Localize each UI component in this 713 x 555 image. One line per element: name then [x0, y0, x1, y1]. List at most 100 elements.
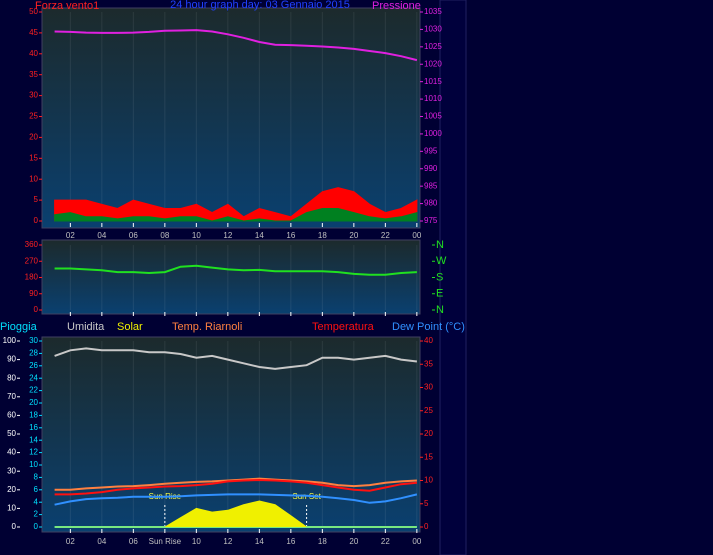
y2-tick-label: 990: [424, 164, 438, 173]
y2-tick-label: 25: [424, 406, 433, 415]
y-tick-label: 70: [7, 392, 16, 401]
y2-tick-label: 1005: [424, 112, 442, 121]
x-tick-label: 06: [129, 231, 138, 240]
line: [54, 347, 418, 370]
line: [54, 29, 418, 62]
y-tick-label: 50: [7, 429, 16, 438]
y-tick-label: 90: [7, 355, 16, 364]
x-tick-label: 22: [381, 231, 390, 240]
y-tick-label: 45: [29, 28, 38, 37]
y-tick-label: 90: [29, 289, 38, 298]
area: [54, 208, 418, 222]
y3-tick-label: 20: [29, 398, 38, 407]
y3-tick-label: 6: [34, 485, 39, 494]
y2-tick-label: E: [436, 288, 443, 300]
y2-tick-label: 1030: [424, 25, 442, 34]
x-tick-label: 20: [349, 231, 358, 240]
y-tick-label: 80: [7, 373, 16, 382]
y3-tick-label: 10: [29, 460, 38, 469]
x-tick-label: 04: [97, 537, 106, 546]
y3-tick-label: 12: [29, 448, 38, 457]
y-tick-label: 270: [25, 256, 39, 265]
x-tick-label: 18: [318, 231, 327, 240]
y-tick-label: 25: [29, 112, 38, 121]
x-tick-label: 16: [286, 231, 295, 240]
y3-tick-label: 0: [34, 522, 39, 531]
y3-tick-label: 24: [29, 373, 38, 382]
legend-entry: Pioggia: [0, 321, 38, 333]
legend-entry: Dew Point (°C): [392, 321, 465, 333]
y-tick-label: 30: [7, 466, 16, 475]
x-tick-label: 12: [223, 231, 232, 240]
y3-tick-label: 26: [29, 361, 38, 370]
x-tick-label: 06: [129, 537, 138, 546]
y2-tick-label: 1010: [424, 94, 442, 103]
y3-tick-label: 16: [29, 423, 38, 432]
y-label: Forza vento1: [35, 0, 99, 12]
x-tick-label: 22: [381, 537, 390, 546]
y2-tick-label: 1000: [424, 129, 442, 138]
x-tick-label: 20: [349, 537, 358, 546]
y2-tick-label: 5: [424, 499, 429, 508]
y-tick-label: 60: [7, 411, 16, 420]
y2-tick-label: N: [436, 304, 444, 316]
y2-tick-label: 980: [424, 199, 438, 208]
y-tick-label: 50: [29, 7, 38, 16]
y2-tick-label: W: [436, 255, 447, 267]
y-tick-label: 30: [29, 91, 38, 100]
y2-tick-label: 1035: [424, 7, 442, 16]
x-tick-label: Sun Rise: [149, 537, 182, 546]
y2-tick-label: N: [436, 239, 444, 251]
y2-tick-label: 40: [424, 336, 433, 345]
y2-tick-label: 10: [424, 476, 433, 485]
panel-wind: [41, 7, 421, 229]
line: [54, 264, 417, 276]
y-tick-label: 0: [12, 522, 17, 531]
line: [54, 493, 418, 506]
y3-tick-label: 8: [34, 473, 39, 482]
y-tick-label: 20: [29, 133, 38, 142]
x-tick-label: 02: [66, 231, 75, 240]
side-band: [439, 0, 467, 555]
y2-tick-label: 35: [424, 359, 433, 368]
y-tick-label: 20: [7, 485, 16, 494]
x-tick-label: 08: [160, 231, 169, 240]
y2-tick-label: 1020: [424, 59, 442, 68]
legend-entry: Solar: [117, 321, 143, 333]
y-tick-label: 40: [29, 49, 38, 58]
y3-tick-label: 18: [29, 411, 38, 420]
y3-tick-label: 30: [29, 336, 38, 345]
line: [54, 478, 417, 496]
x-tick-label: 18: [318, 537, 327, 546]
y2-tick-label: 1025: [424, 42, 442, 51]
y3-tick-label: 28: [29, 349, 38, 358]
x-tick-label: 00: [412, 231, 421, 240]
y2-tick-label: 0: [424, 522, 429, 531]
y2-tick-label: 1015: [424, 77, 442, 86]
x-tick-label: 04: [97, 231, 106, 240]
y2-tick-label: 995: [424, 146, 438, 155]
y-tick-label: 15: [29, 153, 38, 162]
y-tick-label: 100: [3, 336, 17, 345]
y-tick-label: 10: [29, 174, 38, 183]
area: [54, 500, 417, 528]
y3-tick-label: 4: [34, 497, 39, 506]
x-tick-label: 00: [412, 537, 421, 546]
x-tick-label: 14: [255, 537, 264, 546]
legend-entry: Temp. Riarnoli: [172, 321, 242, 333]
y-tick-label: 0: [34, 305, 39, 314]
panel-direction: [41, 239, 421, 315]
y-tick-label: 360: [25, 240, 39, 249]
y2-tick-label: 30: [424, 383, 433, 392]
y-tick-label: 10: [7, 504, 16, 513]
y3-tick-label: 2: [34, 510, 39, 519]
y-tick-label: 35: [29, 70, 38, 79]
x-tick-label: 12: [223, 537, 232, 546]
y2-tick-label: S: [436, 271, 443, 283]
legend-entry: Temperatura: [312, 321, 375, 333]
x-tick-label: 02: [66, 537, 75, 546]
x-tick-label: 16: [286, 537, 295, 546]
x-tick-label: 14: [255, 231, 264, 240]
